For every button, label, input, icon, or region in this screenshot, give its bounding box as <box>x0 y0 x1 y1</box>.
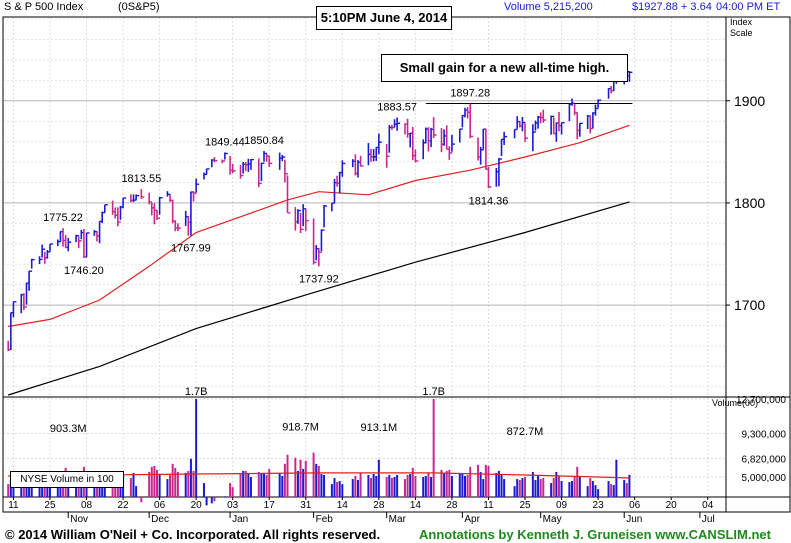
x-tick-label: 06 <box>154 500 166 511</box>
volume-label: 903.3M <box>50 423 87 435</box>
x-tick-label: 20 <box>666 500 678 511</box>
x-tick-label: 20 <box>191 500 203 511</box>
price-bars <box>7 71 633 352</box>
x-tick-label: 31 <box>300 500 312 511</box>
volume-ma-line <box>8 472 630 479</box>
month-tick-label: Dec <box>151 514 169 525</box>
date-box: 5:10PM June 4, 2014 <box>316 6 452 30</box>
volume-label: 1.7B <box>422 386 445 398</box>
x-tick-label: 11 <box>483 500 494 511</box>
x-tick-label: 09 <box>556 500 568 511</box>
ma200-line <box>8 201 630 396</box>
index-symbol: (0S&P5) <box>118 1 160 13</box>
x-tick-label: 14 <box>337 500 349 511</box>
month-tick-label: May <box>543 514 562 525</box>
volume-tick-label: 6,820,000 <box>742 455 787 466</box>
volume-label: 872.7M <box>507 426 544 438</box>
x-tick-label: 04 <box>702 500 714 511</box>
index-title: S & P 500 Index <box>4 1 84 13</box>
ma50-line <box>8 124 630 328</box>
volume-tick-label: 12,700,000 <box>736 395 786 406</box>
price-label: 1767.99 <box>171 243 211 255</box>
price-label: 1813.55 <box>121 173 161 185</box>
price-label: 1883.57 <box>377 102 417 114</box>
ma50-layer <box>8 124 630 328</box>
time-readout: 04:00 PM ET <box>716 1 781 13</box>
month-tick-label: Nov <box>70 514 88 525</box>
volume-readout: Volume 5,215,200 <box>504 1 593 13</box>
price-label: 1775.22 <box>43 212 83 224</box>
price-axis-title: Scale <box>730 28 753 38</box>
annotation-credit: Annotations by Kenneth J. Gruneisen www.… <box>419 527 771 542</box>
month-tick-label: Mar <box>389 514 407 525</box>
price-label: 1814.36 <box>469 195 509 207</box>
month-tick-label: Jul <box>702 514 715 525</box>
price-label: 1850.84 <box>244 135 284 147</box>
ma200-layer <box>8 201 630 396</box>
x-tick-label: 03 <box>227 500 239 511</box>
x-tick-label: 11 <box>8 500 19 511</box>
month-tick-label: Jan <box>232 514 248 525</box>
volume-axis-title: Volume(00) <box>712 398 758 408</box>
volume-bars <box>7 399 631 506</box>
price-tick-label: 1700 <box>734 297 765 313</box>
price-label: 1737.92 <box>299 273 339 285</box>
volume-label: 913.1M <box>361 422 398 434</box>
x-tick-label: 23 <box>593 500 605 511</box>
x-tick-label: 25 <box>519 500 531 511</box>
x-tick-label: 22 <box>118 500 130 511</box>
copyright-text: © 2014 William O'Neil + Co. Incorporated… <box>5 527 381 542</box>
nyse-volume-label: NYSE Volume in 100 <box>10 471 124 488</box>
month-tick-label: Feb <box>316 514 334 525</box>
grid-lines <box>3 17 726 497</box>
month-tick-label: Apr <box>464 514 480 525</box>
x-tick-label: 08 <box>81 500 93 511</box>
month-tick-label: Jun <box>626 514 642 525</box>
x-tick-label: 14 <box>410 500 422 511</box>
volume-tick-label: 5,000,000 <box>742 473 787 484</box>
annotation-box: Small gain for a new all-time high. <box>381 54 628 82</box>
x-tick-label: 17 <box>264 500 276 511</box>
volume-label: 918.7M <box>282 422 319 434</box>
price-tick-label: 1800 <box>734 195 765 211</box>
price-tick-label: 1900 <box>734 93 765 109</box>
x-tick-label: 28 <box>446 500 458 511</box>
x-tick-label: 25 <box>44 500 56 511</box>
volume-ma-layer <box>8 472 630 479</box>
price-label: 1897.28 <box>450 88 490 100</box>
volume-label: 1.7B <box>185 386 208 398</box>
price-readout: $1927.88 + 3.64 <box>632 1 712 13</box>
x-tick-label: 06 <box>629 500 641 511</box>
price-label: 1746.20 <box>64 265 104 277</box>
price-axis-title: Index <box>730 17 753 27</box>
x-tick-label: 28 <box>373 500 385 511</box>
volume-tick-label: 9,300,000 <box>742 429 787 440</box>
price-label: 1849.44 <box>205 136 245 148</box>
